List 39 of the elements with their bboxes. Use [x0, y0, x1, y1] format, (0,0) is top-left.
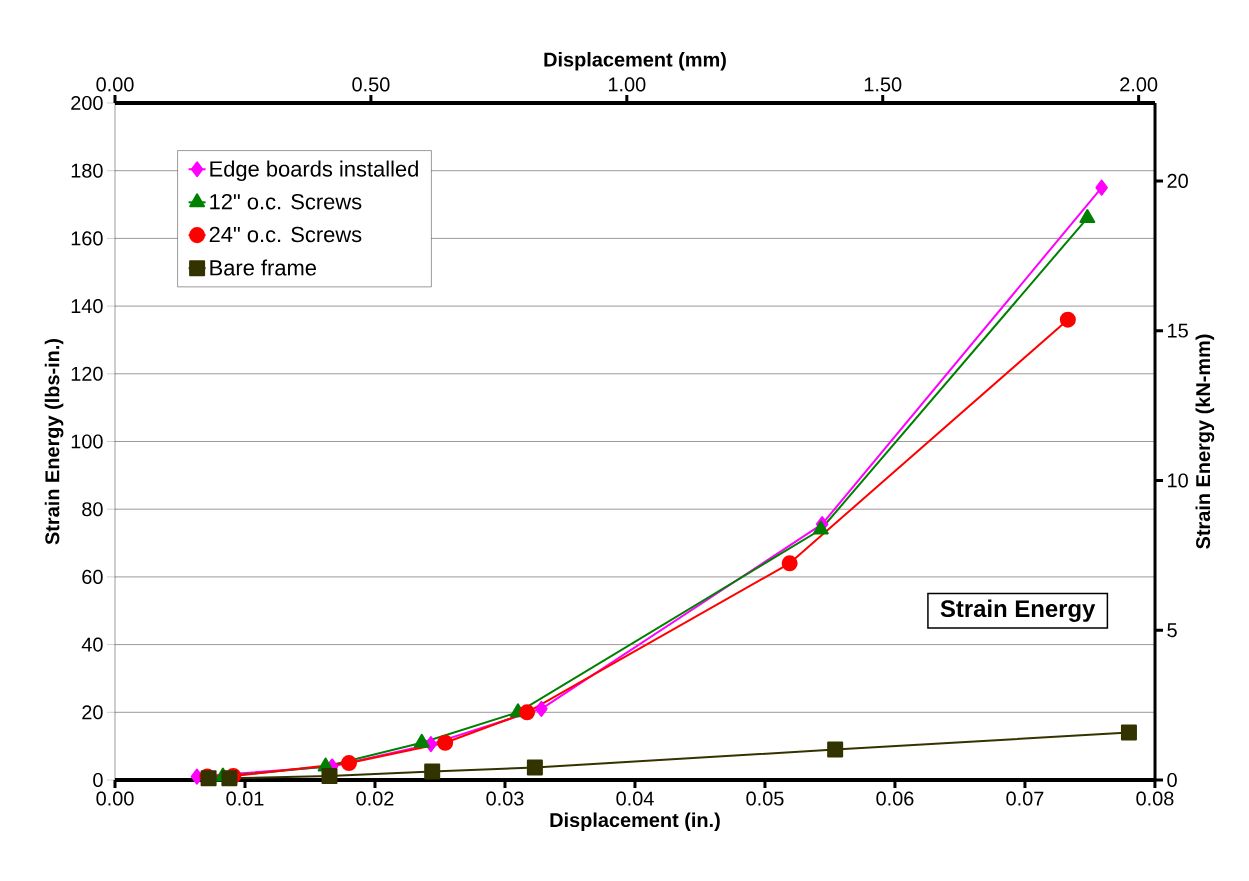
x2-tick-label: 2.00	[1120, 77, 1158, 92]
y-tick-label: 180	[71, 163, 103, 178]
y-tick-label: 0	[93, 772, 103, 788]
x-tick-label: 0.07	[1006, 791, 1044, 806]
x2-tick-label: 1.50	[864, 77, 902, 92]
x2-axis-title: Displacement (mm)	[544, 51, 726, 71]
y-tick-label: 20	[82, 705, 103, 720]
y2-tick-label: 0	[1167, 772, 1177, 788]
y-tick-label: 40	[81, 637, 103, 652]
x2-tick-label: 0.50	[352, 77, 390, 92]
y-tick-label: 140	[71, 299, 103, 314]
x-axis-title: Displacement (in.)	[550, 812, 720, 832]
legend-label: Edge boards installed	[210, 160, 418, 182]
x-tick-label: 0.04	[616, 791, 654, 806]
y-tick-label: 80	[82, 502, 103, 517]
legend-label: Bare frame	[210, 259, 317, 276]
annotation: Strain Energy	[940, 599, 1096, 622]
y-tick-label: 200	[71, 95, 103, 111]
x-tick-label: 0.08	[1136, 791, 1174, 806]
x-tick-label: 0.02	[356, 791, 394, 806]
y-axis-title: Strain Energy (lbs-in.)	[44, 338, 64, 545]
y2-axis-title: Strain Energy (kN-mm)	[1195, 334, 1215, 549]
y2-tick-label: 15	[1168, 323, 1188, 338]
y-tick-label: 100	[71, 434, 103, 449]
x-tick-label: 0.05	[746, 791, 784, 806]
y2-tick-label: 20	[1167, 173, 1188, 188]
y2-tick-label: 5	[1167, 623, 1177, 638]
y-tick-label: 60	[82, 569, 103, 584]
legend-label: 12" o.c. Screws	[210, 193, 362, 210]
x-tick-label: 0.01	[226, 791, 264, 806]
x-tick-label: 0.00	[96, 791, 134, 806]
x-tick-label: 0.03	[486, 791, 524, 806]
x2-tick-label: 1.00	[608, 77, 646, 92]
y-tick-label: 120	[71, 366, 103, 381]
y-tick-label: 160	[71, 231, 103, 246]
legend-label: 24" o.c. Screws	[209, 226, 362, 243]
x-tick-label: 0.06	[876, 791, 914, 806]
y2-tick-label: 10	[1168, 473, 1188, 488]
x2-tick-label: 0.00	[96, 77, 134, 92]
